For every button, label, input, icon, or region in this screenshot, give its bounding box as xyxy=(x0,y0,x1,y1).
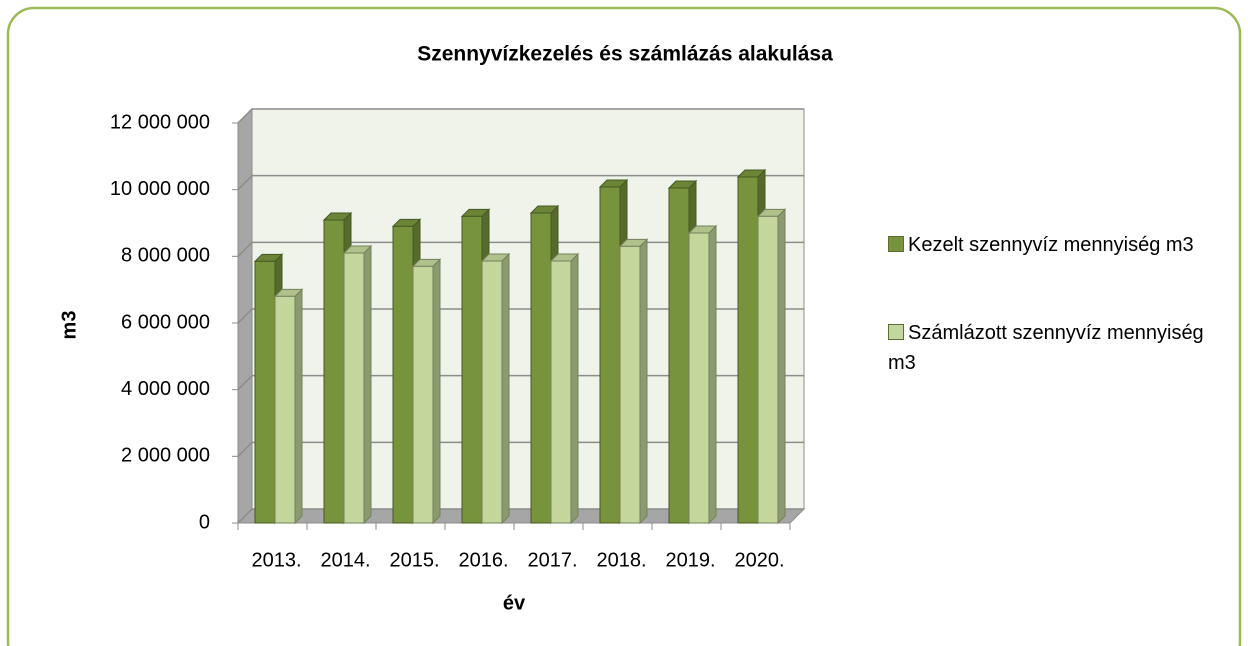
bar xyxy=(343,252,365,524)
x-tick-label: 2015. xyxy=(389,549,439,571)
grid-line xyxy=(237,108,804,124)
bar-side xyxy=(501,252,510,525)
legend-swatch xyxy=(888,324,904,340)
bar xyxy=(599,186,621,524)
y-tick-label: 4 000 000 xyxy=(121,378,210,400)
bar-side xyxy=(363,244,372,525)
bar xyxy=(274,295,296,524)
x-tick-label: 2020. xyxy=(734,549,784,571)
x-tick-label: 2013. xyxy=(251,549,301,571)
legend-label: Számlázott szennyvíz mennyiség m3 xyxy=(888,322,1204,374)
x-tick-label: 2018. xyxy=(596,549,646,571)
bar xyxy=(619,245,641,524)
bar xyxy=(737,176,759,524)
legend-swatch xyxy=(888,236,904,252)
bar xyxy=(254,260,276,524)
bar xyxy=(668,187,690,524)
bar-side xyxy=(294,288,303,525)
bar-side xyxy=(708,224,717,525)
grid-line xyxy=(237,174,804,191)
bar-side xyxy=(777,208,786,525)
legend-item: Számlázott szennyvíz mennyiség m3 xyxy=(888,318,1218,378)
bar xyxy=(392,225,414,524)
bar-side xyxy=(432,258,441,525)
y-tick-label: 6 000 000 xyxy=(121,311,210,333)
x-tick-label: 2016. xyxy=(458,549,508,571)
bar-side xyxy=(639,238,648,525)
bar xyxy=(412,265,434,524)
bar-side xyxy=(570,252,579,525)
bar xyxy=(323,219,345,524)
x-tick-label: 2019. xyxy=(665,549,715,571)
bar xyxy=(530,212,552,524)
x-tick-label: 2014. xyxy=(320,549,370,571)
x-tick-label: 2017. xyxy=(527,549,577,571)
bar xyxy=(461,215,483,524)
floor xyxy=(236,508,806,524)
chart-title: Szennyvízkezelés és számlázás alakulása xyxy=(417,43,833,66)
bar xyxy=(550,260,572,524)
bar xyxy=(688,232,710,524)
y-tick-label: 8 000 000 xyxy=(121,245,210,267)
y-tick-label: 0 xyxy=(199,511,210,533)
x-axis-label: év xyxy=(503,592,526,614)
bar xyxy=(757,215,779,524)
y-axis-label: m3 xyxy=(58,311,80,340)
bar xyxy=(481,260,503,524)
y-tick-label: 2 000 000 xyxy=(121,445,210,467)
legend-item: Kezelt szennyvíz mennyiség m3 xyxy=(888,230,1218,260)
y-tick-label: 12 000 000 xyxy=(110,111,210,133)
legend-label: Kezelt szennyvíz mennyiség m3 xyxy=(908,234,1194,256)
y-tick-label: 10 000 000 xyxy=(110,178,210,200)
